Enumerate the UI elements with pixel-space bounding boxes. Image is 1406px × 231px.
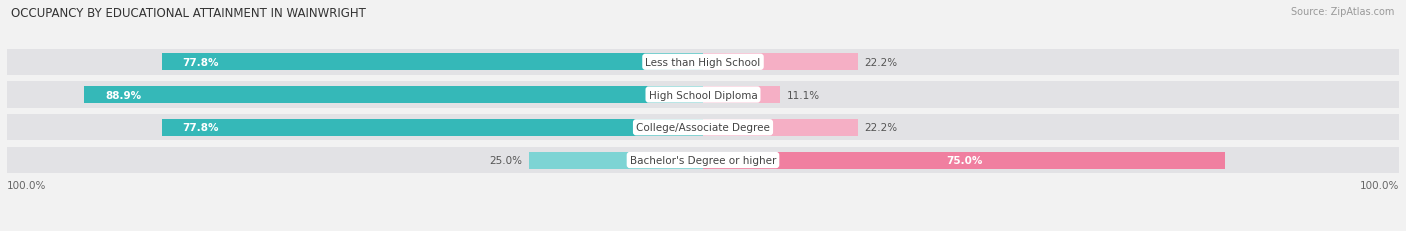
Text: Source: ZipAtlas.com: Source: ZipAtlas.com [1291, 7, 1395, 17]
Text: Bachelor's Degree or higher: Bachelor's Degree or higher [630, 155, 776, 165]
Text: 100.0%: 100.0% [7, 181, 46, 191]
Bar [529, 152, 703, 169]
Bar [162, 54, 703, 71]
Text: 77.8%: 77.8% [183, 58, 219, 67]
Text: 25.0%: 25.0% [489, 155, 522, 165]
Text: 11.1%: 11.1% [787, 90, 820, 100]
Text: 88.9%: 88.9% [105, 90, 141, 100]
Text: High School Diploma: High School Diploma [648, 90, 758, 100]
Bar [703, 147, 1399, 173]
Bar [162, 119, 703, 136]
Bar [703, 49, 1399, 76]
Text: College/Associate Degree: College/Associate Degree [636, 123, 770, 133]
Bar [703, 54, 858, 71]
Text: 75.0%: 75.0% [946, 155, 983, 165]
Bar [703, 152, 1225, 169]
Bar [703, 119, 858, 136]
Text: 77.8%: 77.8% [183, 123, 219, 133]
Bar [703, 87, 780, 103]
Bar [7, 49, 703, 76]
Bar [703, 82, 1399, 108]
Bar [7, 147, 703, 173]
Text: 100.0%: 100.0% [1360, 181, 1399, 191]
Bar [7, 82, 703, 108]
Bar [703, 115, 1399, 141]
Text: 22.2%: 22.2% [865, 123, 897, 133]
Text: 22.2%: 22.2% [865, 58, 897, 67]
Bar [7, 115, 703, 141]
Text: Less than High School: Less than High School [645, 58, 761, 67]
Bar [84, 87, 703, 103]
Text: OCCUPANCY BY EDUCATIONAL ATTAINMENT IN WAINWRIGHT: OCCUPANCY BY EDUCATIONAL ATTAINMENT IN W… [11, 7, 366, 20]
